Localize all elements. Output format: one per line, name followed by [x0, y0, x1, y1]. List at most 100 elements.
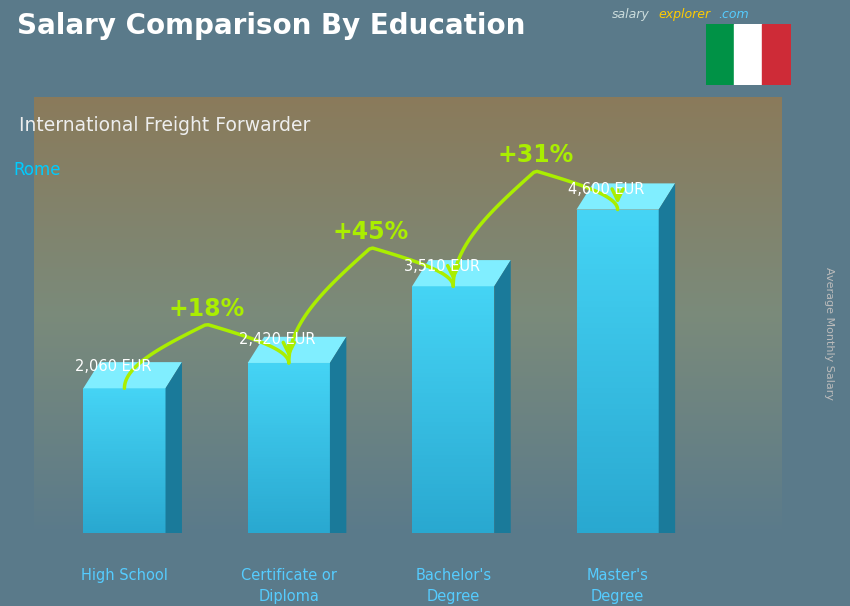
Bar — [83, 468, 166, 470]
Bar — [412, 525, 495, 529]
Bar — [34, 359, 782, 361]
Bar — [576, 485, 659, 490]
Bar — [412, 410, 495, 414]
Bar — [34, 116, 782, 119]
Bar — [412, 348, 495, 352]
Bar — [34, 291, 782, 293]
Bar — [34, 247, 782, 250]
Bar — [247, 502, 330, 505]
Text: +18%: +18% — [168, 297, 245, 321]
Bar — [247, 383, 330, 385]
Bar — [34, 108, 782, 110]
Bar — [34, 167, 782, 169]
Bar — [83, 516, 166, 519]
Bar — [83, 403, 166, 405]
Text: 4,600 EUR: 4,600 EUR — [569, 182, 644, 197]
Bar — [576, 474, 659, 479]
Bar — [34, 119, 782, 121]
Bar — [34, 104, 782, 105]
Bar — [34, 501, 782, 503]
Bar — [412, 364, 495, 368]
Bar — [247, 448, 330, 451]
Bar — [247, 528, 330, 530]
Bar — [34, 326, 782, 328]
Bar — [247, 439, 330, 442]
Bar — [34, 476, 782, 479]
Bar — [34, 130, 782, 132]
Bar — [412, 402, 495, 405]
Bar — [247, 511, 330, 513]
Bar — [34, 450, 782, 453]
Bar — [34, 457, 782, 459]
Bar — [412, 430, 495, 435]
Bar — [576, 382, 659, 388]
Bar — [34, 302, 782, 304]
Bar — [83, 519, 166, 521]
Bar — [34, 405, 782, 407]
Polygon shape — [330, 337, 346, 533]
Bar — [34, 256, 782, 258]
Bar — [34, 160, 782, 162]
Bar — [34, 396, 782, 398]
Bar — [83, 502, 166, 504]
Bar — [34, 505, 782, 507]
Bar — [83, 473, 166, 475]
Bar — [34, 490, 782, 492]
Bar — [247, 368, 330, 371]
Bar — [412, 352, 495, 356]
Bar — [83, 497, 166, 499]
Bar — [34, 127, 782, 130]
Bar — [83, 514, 166, 516]
Bar — [34, 459, 782, 461]
Bar — [34, 193, 782, 195]
Bar — [34, 514, 782, 516]
Bar — [576, 275, 659, 280]
Bar — [576, 431, 659, 436]
Bar — [83, 446, 166, 448]
Bar — [576, 409, 659, 415]
Bar — [34, 105, 782, 108]
Bar — [576, 377, 659, 382]
Bar — [247, 530, 330, 533]
Bar — [83, 463, 166, 465]
Bar — [34, 191, 782, 193]
Bar — [34, 171, 782, 173]
Bar — [34, 483, 782, 485]
Bar — [34, 184, 782, 187]
Bar — [412, 426, 495, 430]
Bar — [412, 290, 495, 295]
Bar — [34, 468, 782, 470]
Text: Certificate or
Diploma: Certificate or Diploma — [241, 568, 337, 604]
Bar — [412, 319, 495, 324]
Bar — [412, 327, 495, 331]
Bar — [576, 301, 659, 307]
Bar — [34, 363, 782, 365]
Bar — [412, 529, 495, 533]
Bar — [576, 501, 659, 506]
Bar — [412, 299, 495, 303]
Bar — [34, 289, 782, 291]
Bar — [34, 225, 782, 228]
Bar — [576, 366, 659, 371]
Bar — [576, 323, 659, 328]
Bar — [247, 408, 330, 411]
Bar — [412, 471, 495, 476]
Bar — [412, 435, 495, 439]
Bar — [34, 308, 782, 311]
Bar — [34, 241, 782, 243]
Bar — [576, 318, 659, 323]
Bar — [247, 491, 330, 493]
Bar — [247, 371, 330, 375]
Bar — [34, 494, 782, 496]
Bar — [34, 409, 782, 411]
Bar — [34, 176, 782, 178]
Bar — [34, 461, 782, 464]
Bar — [412, 368, 495, 373]
Bar — [576, 404, 659, 409]
Bar — [576, 215, 659, 221]
Bar — [412, 303, 495, 307]
Bar — [34, 413, 782, 416]
Bar — [34, 422, 782, 424]
Bar — [247, 388, 330, 391]
Bar — [706, 24, 734, 85]
